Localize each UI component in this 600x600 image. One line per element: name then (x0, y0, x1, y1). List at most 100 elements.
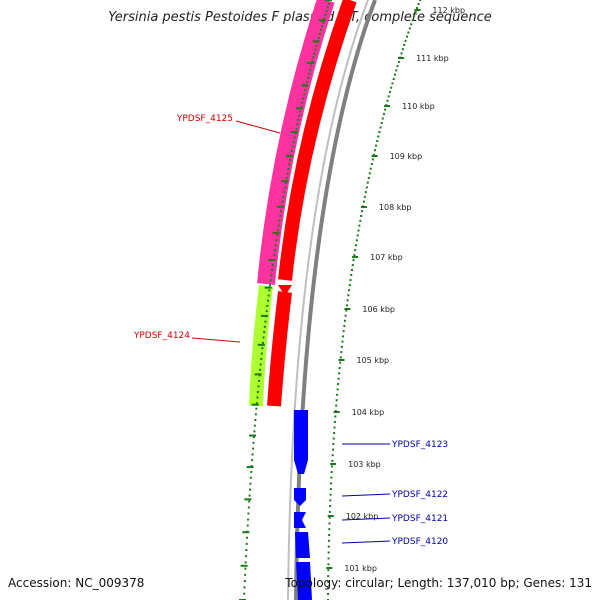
gene-blue-4122 (294, 488, 306, 506)
outer-ring-dot (298, 114, 301, 117)
outer-ring-major-tick (244, 498, 252, 501)
gene-label-4123: YPDSF_4123 (391, 440, 448, 450)
tick-label: 103 kbp (348, 460, 381, 469)
outer-ring-dot (283, 191, 286, 194)
outer-ring-dot (262, 336, 265, 339)
inner-ring-dot (391, 82, 394, 85)
inner-ring-dot (336, 393, 339, 396)
gene-red-arrow-tip (278, 285, 292, 296)
outer-ring-dot (249, 482, 252, 485)
outer-ring-major-tick (301, 84, 309, 87)
outer-ring-dot (249, 488, 252, 491)
inner-ring-dot (330, 482, 333, 485)
inner-ring-dot (329, 505, 332, 508)
inner-ring-dot (340, 351, 343, 354)
inner-ring-dot (359, 219, 362, 222)
inner-ring-dot (328, 528, 331, 531)
gene-magenta-band (257, 0, 335, 285)
outer-ring-dot (276, 229, 279, 232)
outer-ring-dot (321, 25, 324, 28)
inner-ring-dot (352, 259, 355, 262)
inner-ring-dot (410, 23, 413, 26)
inner-ring-dot (328, 522, 331, 525)
outer-ring-dot (313, 52, 316, 55)
outer-ring-dot (258, 379, 261, 382)
outer-ring-dot (303, 93, 306, 96)
outer-ring-dot (254, 413, 257, 416)
inner-ring-major-tick (327, 515, 334, 517)
gene-red-track-lower (267, 291, 292, 407)
inner-ring-dot (384, 108, 387, 111)
outer-ring-dot (260, 352, 263, 355)
inner-ring-dot (330, 471, 333, 474)
inner-ring-dot (405, 35, 408, 38)
tick-label: 112 kbp (432, 6, 465, 15)
inner-ring-dot (363, 195, 366, 198)
inner-ring-dot (371, 158, 374, 161)
inner-ring-dot (334, 415, 337, 418)
inner-ring-dot (358, 224, 361, 227)
outer-ring-major-tick (276, 205, 284, 208)
inner-ring-dot (404, 39, 407, 42)
outer-ring-dot (315, 44, 318, 47)
inner-ring-dot (355, 239, 358, 242)
inner-ring-dot (333, 421, 336, 424)
outer-ring-dot (284, 181, 287, 184)
inner-ring-dot (366, 181, 369, 184)
inner-ring-major-tick (338, 359, 345, 361)
inner-ring-dot (327, 551, 330, 554)
outer-ring-dot (286, 172, 289, 175)
gene-label-4120: YPDSF_4120 (391, 537, 448, 547)
inner-ring-dot (368, 172, 371, 175)
outer-ring-dot (244, 567, 247, 570)
outer-ring-dot (247, 518, 250, 521)
outer-ring-dot (278, 219, 281, 222)
inner-ring-major-tick (330, 463, 337, 465)
outer-ring-dot (252, 447, 255, 450)
inner-ring-dot (345, 304, 348, 307)
summary-text: Topology: circular; Length: 137,010 bp; … (285, 576, 592, 590)
outer-ring-dot (293, 136, 296, 139)
inner-ring-dot (327, 575, 330, 578)
outer-ring-major-tick (281, 180, 289, 183)
inner-ring-dot (343, 325, 346, 328)
inner-ring-dot (360, 215, 363, 218)
outer-ring-dot (255, 402, 258, 405)
tick-label: 104 kbp (352, 408, 385, 417)
outer-ring-major-tick (306, 61, 314, 64)
map-title: Yersinia pestis Pestoides F plasmid MT, … (108, 10, 492, 25)
outer-ring-dot (259, 368, 262, 371)
inner-ring-dot (327, 581, 330, 584)
gene-leaders (191, 120, 391, 544)
outer-ring-dot (276, 234, 279, 237)
outer-ring-dot (263, 325, 266, 328)
gene-blue-4119 (296, 562, 312, 600)
outer-ring-dot (243, 586, 246, 589)
inner-ring-dot (373, 149, 376, 152)
inner-ring-dot (403, 44, 406, 47)
outer-ring-dot (265, 310, 268, 313)
outer-ring-dot (287, 168, 290, 171)
outer-ring-dot (325, 10, 328, 13)
outer-ring-dot (271, 264, 274, 267)
tick-label: 101 kbp (344, 564, 377, 573)
inner-ring-dot (395, 69, 398, 72)
leader-4120 (341, 540, 391, 544)
inner-ring-dot (353, 254, 356, 257)
outer-ring-dot (243, 580, 246, 583)
leader-4124 (191, 337, 241, 343)
inner-ring-dot (369, 167, 372, 170)
outer-ring-dot (299, 110, 302, 113)
outer-ring-dot (244, 573, 247, 576)
inner-ring-dot (339, 361, 342, 364)
outer-ring-major-tick (257, 343, 265, 346)
outer-ring-major-tick (325, 0, 332, 1)
inner-ring-dot (336, 388, 339, 391)
inner-ring-dot (376, 140, 379, 143)
outer-ring-dot (250, 470, 253, 473)
tick-label: 111 kbp (416, 54, 449, 63)
inner-ring-dot (329, 488, 332, 491)
outer-ring-dot (249, 476, 252, 479)
inner-ring-dot (419, 0, 421, 1)
inner-ring-dot (401, 48, 404, 51)
